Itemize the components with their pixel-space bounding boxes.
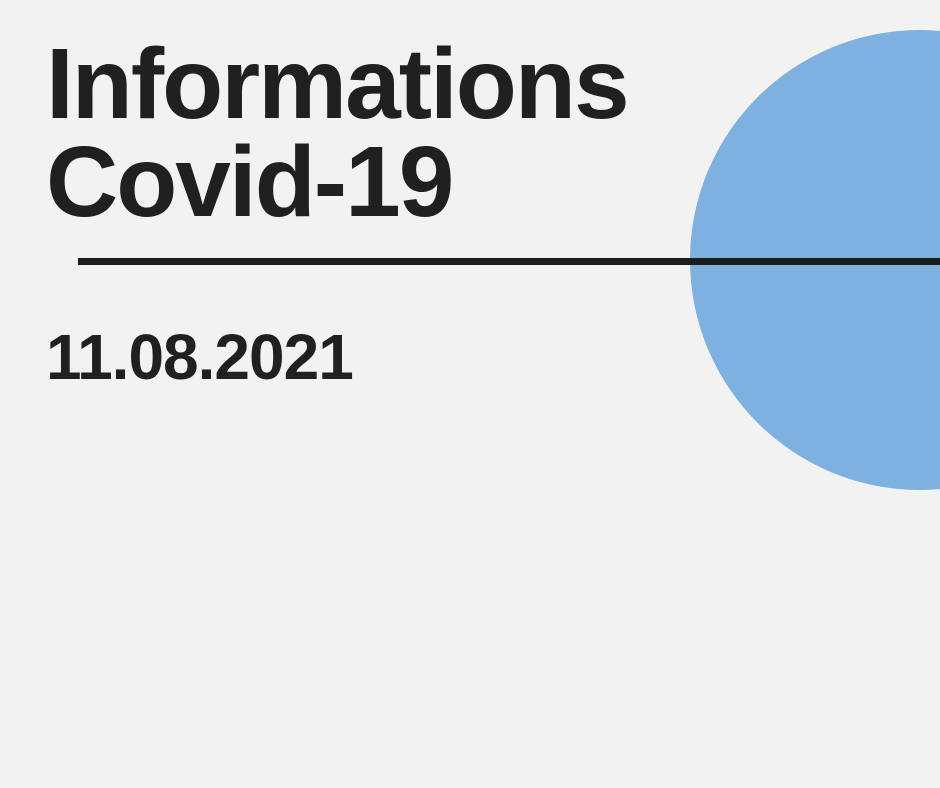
divider-line [78, 258, 940, 265]
date-text: 11.08.2021 [46, 321, 354, 393]
title-line-1: Informations [46, 28, 630, 140]
title-line-2: Covid-19 [46, 126, 454, 238]
page-title: Informations Covid-19 [46, 34, 630, 232]
